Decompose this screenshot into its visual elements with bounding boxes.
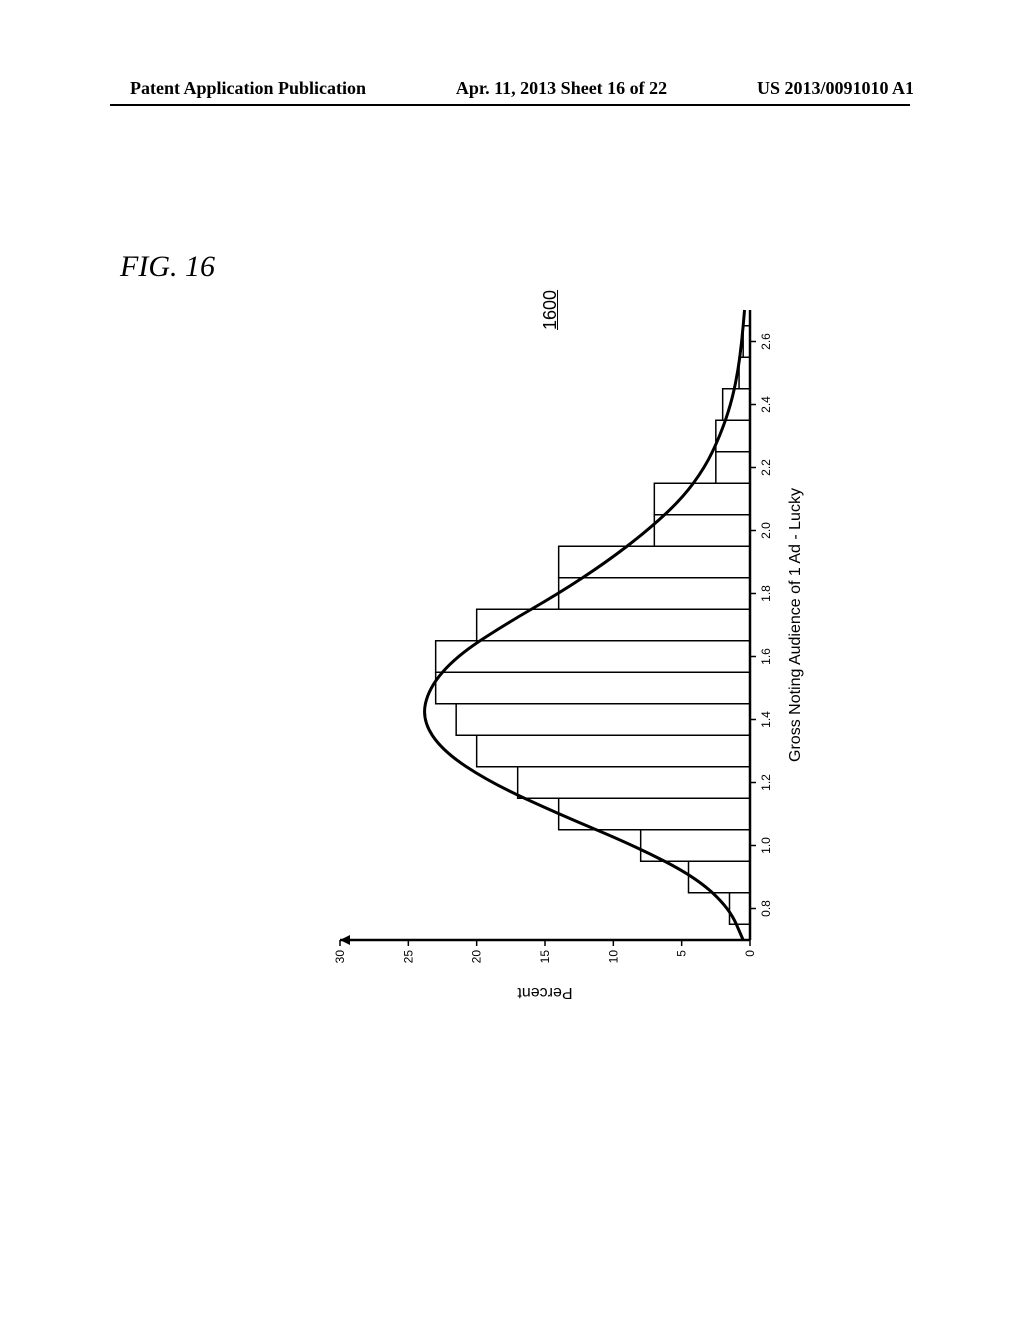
svg-text:2.6: 2.6 [759,333,773,350]
page-header: Patent Application Publication Apr. 11, … [0,78,1024,99]
header-left: Patent Application Publication [130,78,366,99]
svg-text:0: 0 [743,950,757,957]
svg-text:15: 15 [538,950,552,964]
histogram-chart: 0 5 10 15 20 25 30 0.8 1.0 1.2 1.4 1.6 1.8 2.0 2.2 2.4 2… [320,290,820,1010]
svg-text:Percent: Percent [517,984,573,1001]
svg-text:25: 25 [401,950,415,964]
svg-text:1.2: 1.2 [759,774,773,791]
svg-text:1.8: 1.8 [759,585,773,602]
svg-text:5: 5 [675,950,689,957]
svg-text:20: 20 [470,950,484,964]
svg-text:1.6: 1.6 [759,648,773,665]
svg-text:10: 10 [606,950,620,964]
svg-text:1.4: 1.4 [759,711,773,728]
svg-text:1.0: 1.0 [759,837,773,854]
svg-text:2.2: 2.2 [759,459,773,476]
svg-text:30: 30 [333,950,347,964]
header-right: US 2013/0091010 A1 [757,78,914,99]
chart-svg: 0 5 10 15 20 25 30 0.8 1.0 1.2 1.4 1.6 1.8 2.0 2.2 2.4 2… [320,290,820,1010]
header-center: Apr. 11, 2013 Sheet 16 of 22 [456,78,667,99]
figure-label: FIG. 16 [120,250,215,284]
svg-text:Gross Noting Audience of 1 Ad: Gross Noting Audience of 1 Ad - Lucky [787,488,804,762]
svg-text:2.4: 2.4 [759,396,773,413]
svg-text:0.8: 0.8 [759,900,773,917]
header-rule [110,104,910,106]
svg-text:2.0: 2.0 [759,522,773,539]
